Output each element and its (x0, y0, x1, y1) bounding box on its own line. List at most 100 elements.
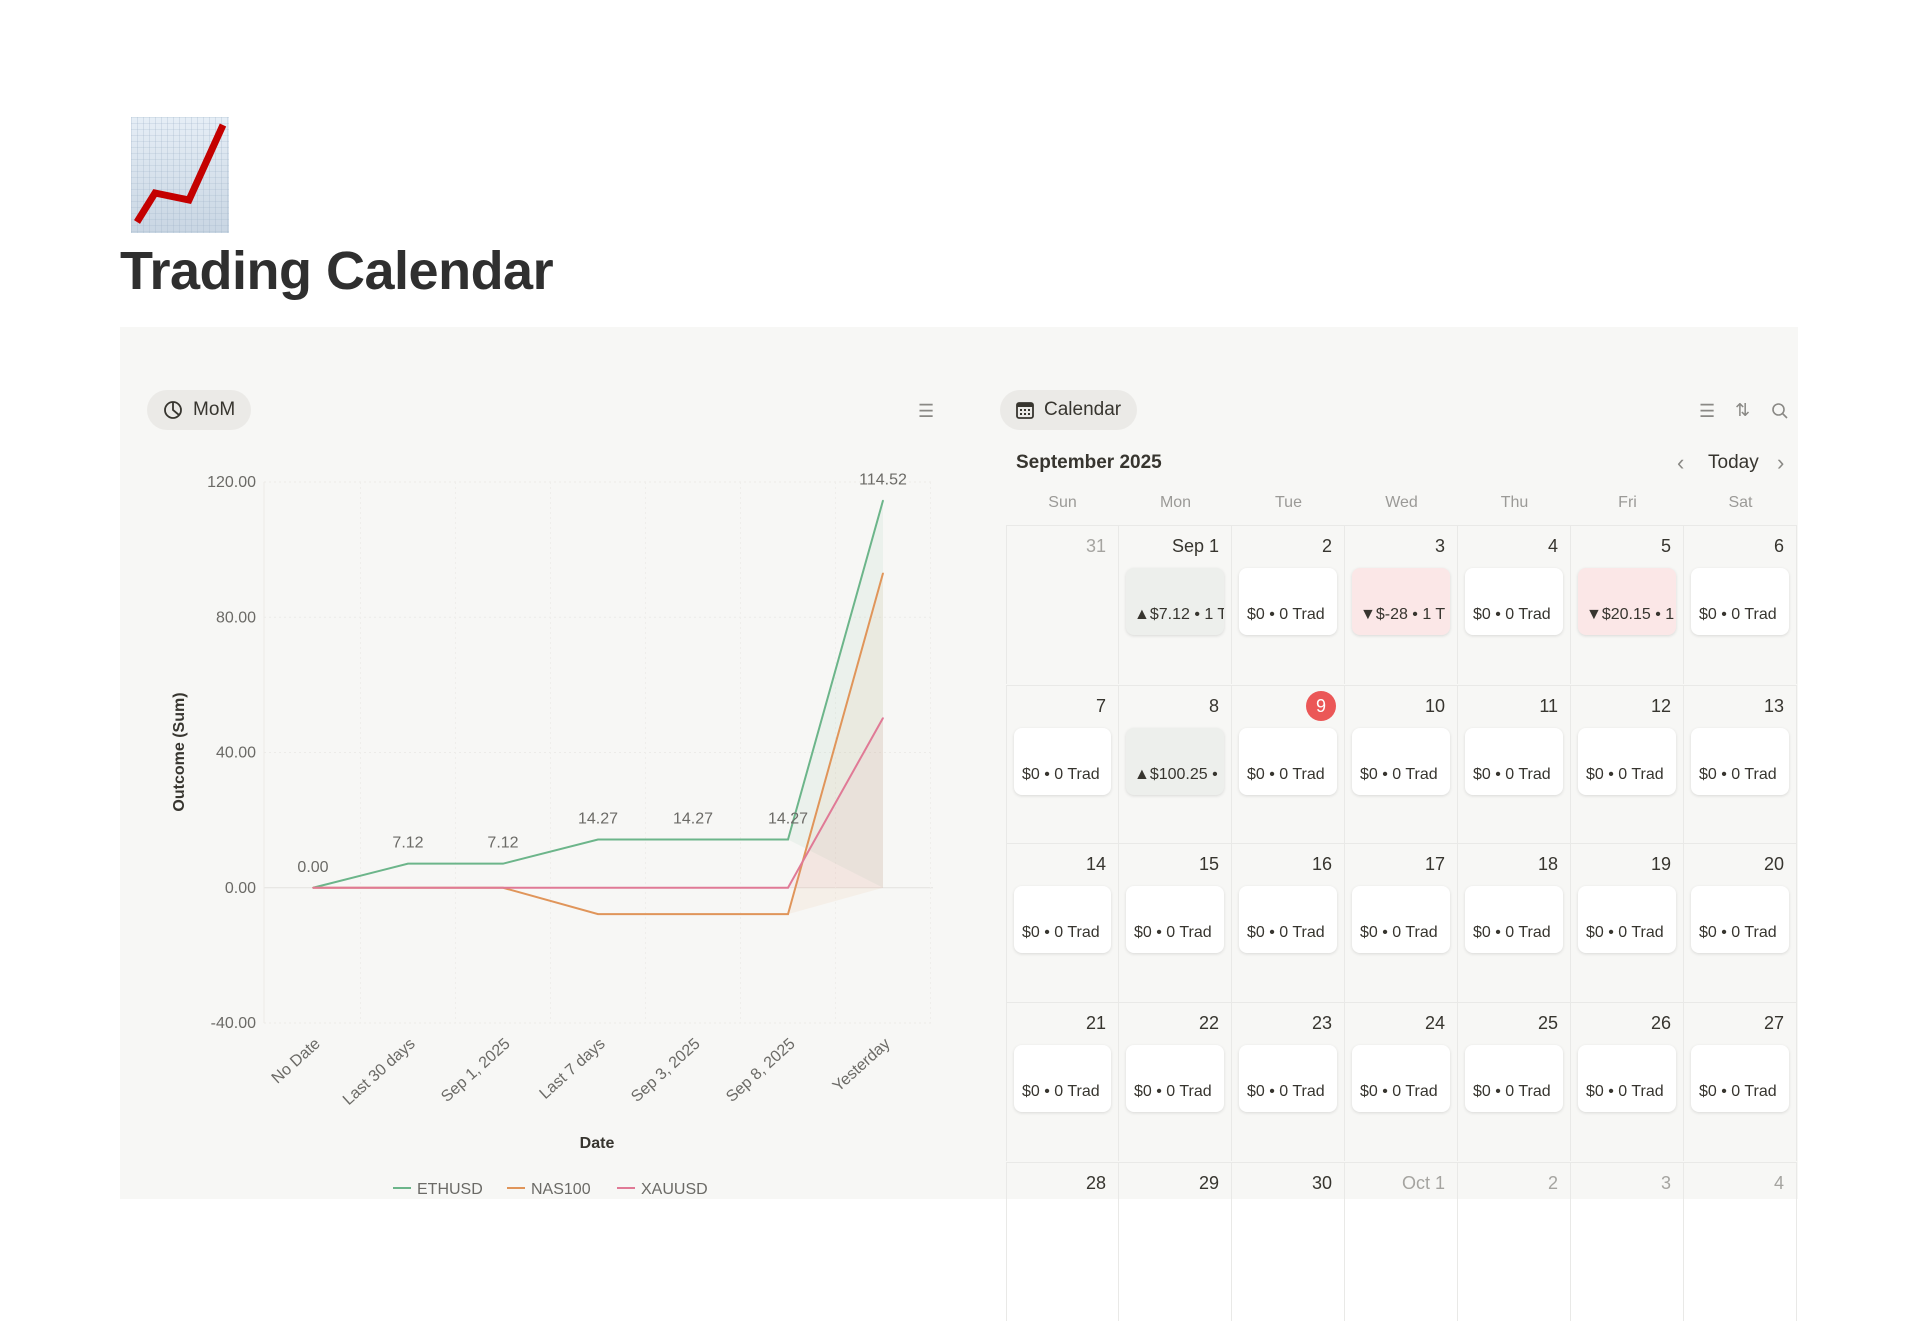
calendar-day-cell[interactable]: 23 $0 • 0 Trad (1232, 1002, 1345, 1161)
calendar-day-cell[interactable]: 13 $0 • 0 Trad (1684, 685, 1797, 844)
day-number: 29 (1198, 1173, 1219, 1193)
trade-summary-card[interactable]: $0 • 0 Trad (1465, 568, 1563, 635)
day-number: 8 (1208, 696, 1219, 716)
trade-summary-card[interactable]: $0 • 0 Trad (1352, 1045, 1450, 1112)
calendar-day-cell[interactable]: 21 $0 • 0 Trad (1006, 1002, 1119, 1161)
trade-summary-card[interactable]: $0 • 0 Trad (1352, 886, 1450, 953)
weekday-header: Fri (1618, 494, 1637, 511)
trade-summary-card[interactable]: $0 • 0 Trad (1578, 728, 1676, 795)
trade-summary-card[interactable]: $0 • 0 Trad (1691, 886, 1789, 953)
calendar-day-cell[interactable]: 4 (1684, 1162, 1797, 1321)
day-number: 4 (1547, 536, 1558, 556)
day-number: 19 (1650, 854, 1671, 874)
trade-summary-card[interactable]: $0 • 0 Trad (1126, 1045, 1224, 1112)
tab-calendar-label: Calendar (1044, 399, 1122, 420)
calendar-day-cell[interactable]: 25 $0 • 0 Trad (1458, 1002, 1571, 1161)
tab-mom[interactable]: MoM (147, 390, 252, 430)
trade-summary-card[interactable]: $0 • 0 Trad (1465, 1045, 1563, 1112)
calendar-day-cell[interactable]: 27 $0 • 0 Trad (1684, 1002, 1797, 1161)
weekday-header: Tue (1275, 494, 1302, 511)
day-number: 23 (1311, 1013, 1332, 1033)
trade-summary-card[interactable]: $0 • 0 Trad (1014, 886, 1111, 953)
trade-summary-card[interactable]: $0 • 0 Trad (1691, 1045, 1789, 1112)
trade-summary-card[interactable]: $0 • 0 Trad (1239, 728, 1337, 795)
trade-summary-card[interactable]: $0 • 0 Trad (1014, 728, 1111, 795)
day-number: 25 (1537, 1013, 1558, 1033)
day-number: 24 (1424, 1013, 1445, 1033)
calendar-day-cell[interactable]: 2 (1458, 1162, 1571, 1321)
trade-summary-card[interactable]: $0 • 0 Trad (1465, 728, 1563, 795)
calendar-day-cell[interactable]: 16 $0 • 0 Trad (1232, 843, 1345, 1002)
calendar-day-cell[interactable]: 6 $0 • 0 Trad (1684, 525, 1797, 684)
today-button[interactable]: Today (1708, 452, 1759, 473)
calendar-day-cell[interactable]: 24 $0 • 0 Trad (1345, 1002, 1458, 1161)
day-number: 7 (1095, 696, 1106, 716)
calendar-day-cell[interactable]: Oct 1 (1345, 1162, 1458, 1321)
trade-summary-card[interactable]: $0 • 0 Trad (1352, 728, 1450, 795)
calendar-day-cell[interactable]: 26 $0 • 0 Trad (1571, 1002, 1684, 1161)
chevron-left-icon[interactable]: ‹ (1677, 450, 1685, 475)
calendar-day-cell[interactable]: 18 $0 • 0 Trad (1458, 843, 1571, 1002)
calendar-day-cell[interactable]: 19 $0 • 0 Trad (1571, 843, 1684, 1002)
calendar-day-cell[interactable]: 3 (1571, 1162, 1684, 1321)
page-title: Trading Calendar (120, 241, 554, 301)
calendar-day-cell[interactable]: 20 $0 • 0 Trad (1684, 843, 1797, 1002)
calendar-day-cell[interactable]: 12 $0 • 0 Trad (1571, 685, 1684, 844)
day-number: 17 (1424, 854, 1445, 874)
calendar-day-cell[interactable]: 8 ▲$100.25 • (1119, 685, 1232, 844)
calendar-day-cell[interactable]: 17 $0 • 0 Trad (1345, 843, 1458, 1002)
weekday-header: Sun (1048, 494, 1077, 511)
day-number: Oct 1 (1401, 1173, 1445, 1193)
calendar-day-cell[interactable]: 14 $0 • 0 Trad (1006, 843, 1119, 1002)
calendar-day-cell[interactable]: 9 $0 • 0 Trad (1232, 685, 1345, 844)
day-number: 28 (1085, 1173, 1106, 1193)
weekday-header: Wed (1385, 494, 1418, 511)
calendar-day-cell[interactable]: 22 $0 • 0 Trad (1119, 1002, 1232, 1161)
calendar-day-cell[interactable]: 4 $0 • 0 Trad (1458, 525, 1571, 684)
tab-calendar[interactable]: Calendar (1000, 390, 1138, 430)
calendar-day-cell[interactable]: 3 ▼$-28 • 1 T (1345, 525, 1458, 684)
trade-summary-card[interactable]: $0 • 0 Trad (1691, 568, 1789, 635)
filter-icon[interactable]: ☰ (918, 401, 935, 421)
calendar-icon (1016, 402, 1034, 419)
day-number: 21 (1085, 1013, 1106, 1033)
calendar-day-cell[interactable]: Sep 1 ▲$7.12 • 1 T (1119, 525, 1232, 684)
trade-summary-card[interactable]: ▼$20.15 • 1 (1578, 568, 1676, 635)
calendar-day-cell[interactable]: 2 $0 • 0 Trad (1232, 525, 1345, 684)
trade-summary-card[interactable]: $0 • 0 Trad (1578, 886, 1676, 953)
trade-summary-card[interactable]: $0 • 0 Trad (1465, 886, 1563, 953)
calendar-day-cell[interactable]: 10 $0 • 0 Trad (1345, 685, 1458, 844)
trade-summary-card[interactable]: $0 • 0 Trad (1014, 1045, 1111, 1112)
trade-summary-card[interactable]: $0 • 0 Trad (1239, 1045, 1337, 1112)
day-number: 10 (1424, 696, 1445, 716)
trade-summary-card[interactable]: $0 • 0 Trad (1239, 886, 1337, 953)
calendar-day-cell[interactable]: 11 $0 • 0 Trad (1458, 685, 1571, 844)
filter-icon[interactable]: ☰ (1699, 401, 1716, 421)
today-date-badge: 9 (1306, 691, 1336, 721)
day-number: 3 (1434, 536, 1445, 556)
trade-summary-card[interactable]: ▲$7.12 • 1 T (1126, 568, 1224, 635)
chevron-right-icon[interactable]: › (1777, 450, 1785, 475)
calendar-day-cell[interactable]: 15 $0 • 0 Trad (1119, 843, 1232, 1002)
sort-icon[interactable]: ⇅ (1735, 400, 1751, 420)
calendar-day-cell[interactable]: 31 (1006, 525, 1119, 684)
trade-summary-card[interactable]: $0 • 0 Trad (1126, 886, 1224, 953)
trade-summary-card[interactable]: $0 • 0 Trad (1691, 728, 1789, 795)
calendar-day-cell[interactable]: 29 (1119, 1162, 1232, 1321)
trade-summary-card[interactable]: ▼$-28 • 1 T (1352, 568, 1450, 635)
day-number: 3 (1660, 1173, 1671, 1193)
calendar-day-cell[interactable]: 30 (1232, 1162, 1345, 1321)
calendar-day-cell[interactable]: 28 (1006, 1162, 1119, 1321)
day-number: 5 (1660, 536, 1671, 556)
calendar-day-cell[interactable]: 7 $0 • 0 Trad (1006, 685, 1119, 844)
calendar-day-cell[interactable]: 5 ▼$20.15 • 1 (1571, 525, 1684, 684)
trade-summary-card[interactable]: ▲$100.25 • (1126, 728, 1224, 795)
day-number: 26 (1650, 1013, 1671, 1033)
trade-summary-card[interactable]: $0 • 0 Trad (1578, 1045, 1676, 1112)
weekday-header: Thu (1500, 494, 1529, 511)
search-icon[interactable] (1771, 402, 1789, 420)
day-number: 18 (1537, 854, 1558, 874)
weekday-header: Sat (1728, 494, 1753, 511)
day-number: 20 (1763, 854, 1784, 874)
trade-summary-card[interactable]: $0 • 0 Trad (1239, 568, 1337, 635)
